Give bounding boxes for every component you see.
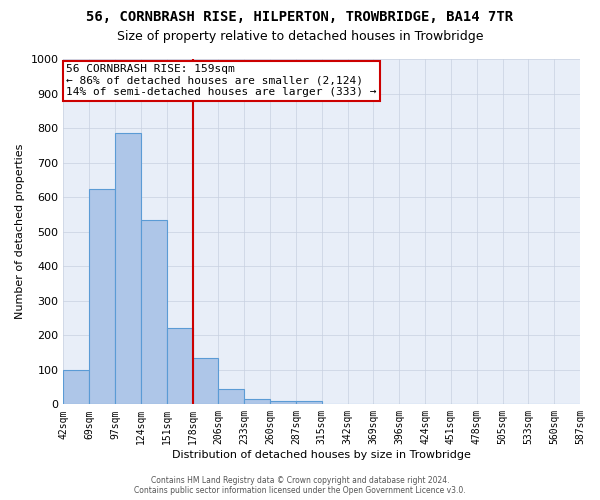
Y-axis label: Number of detached properties: Number of detached properties [15, 144, 25, 320]
Bar [218, 389, 244, 404]
Bar [115, 133, 141, 404]
Text: Contains HM Land Registry data © Crown copyright and database right 2024.
Contai: Contains HM Land Registry data © Crown c… [134, 476, 466, 495]
Text: 56 CORNBRASH RISE: 159sqm
← 86% of detached houses are smaller (2,124)
14% of se: 56 CORNBRASH RISE: 159sqm ← 86% of detac… [66, 64, 376, 98]
Bar [64, 370, 89, 404]
Text: Size of property relative to detached houses in Trowbridge: Size of property relative to detached ho… [117, 30, 483, 43]
Bar [296, 401, 322, 404]
Bar [141, 220, 167, 404]
Bar [244, 399, 270, 404]
Bar [193, 358, 218, 405]
Bar [270, 401, 296, 404]
X-axis label: Distribution of detached houses by size in Trowbridge: Distribution of detached houses by size … [172, 450, 471, 460]
Bar [89, 188, 115, 404]
Text: 56, CORNBRASH RISE, HILPERTON, TROWBRIDGE, BA14 7TR: 56, CORNBRASH RISE, HILPERTON, TROWBRIDG… [86, 10, 514, 24]
Bar [167, 328, 193, 404]
